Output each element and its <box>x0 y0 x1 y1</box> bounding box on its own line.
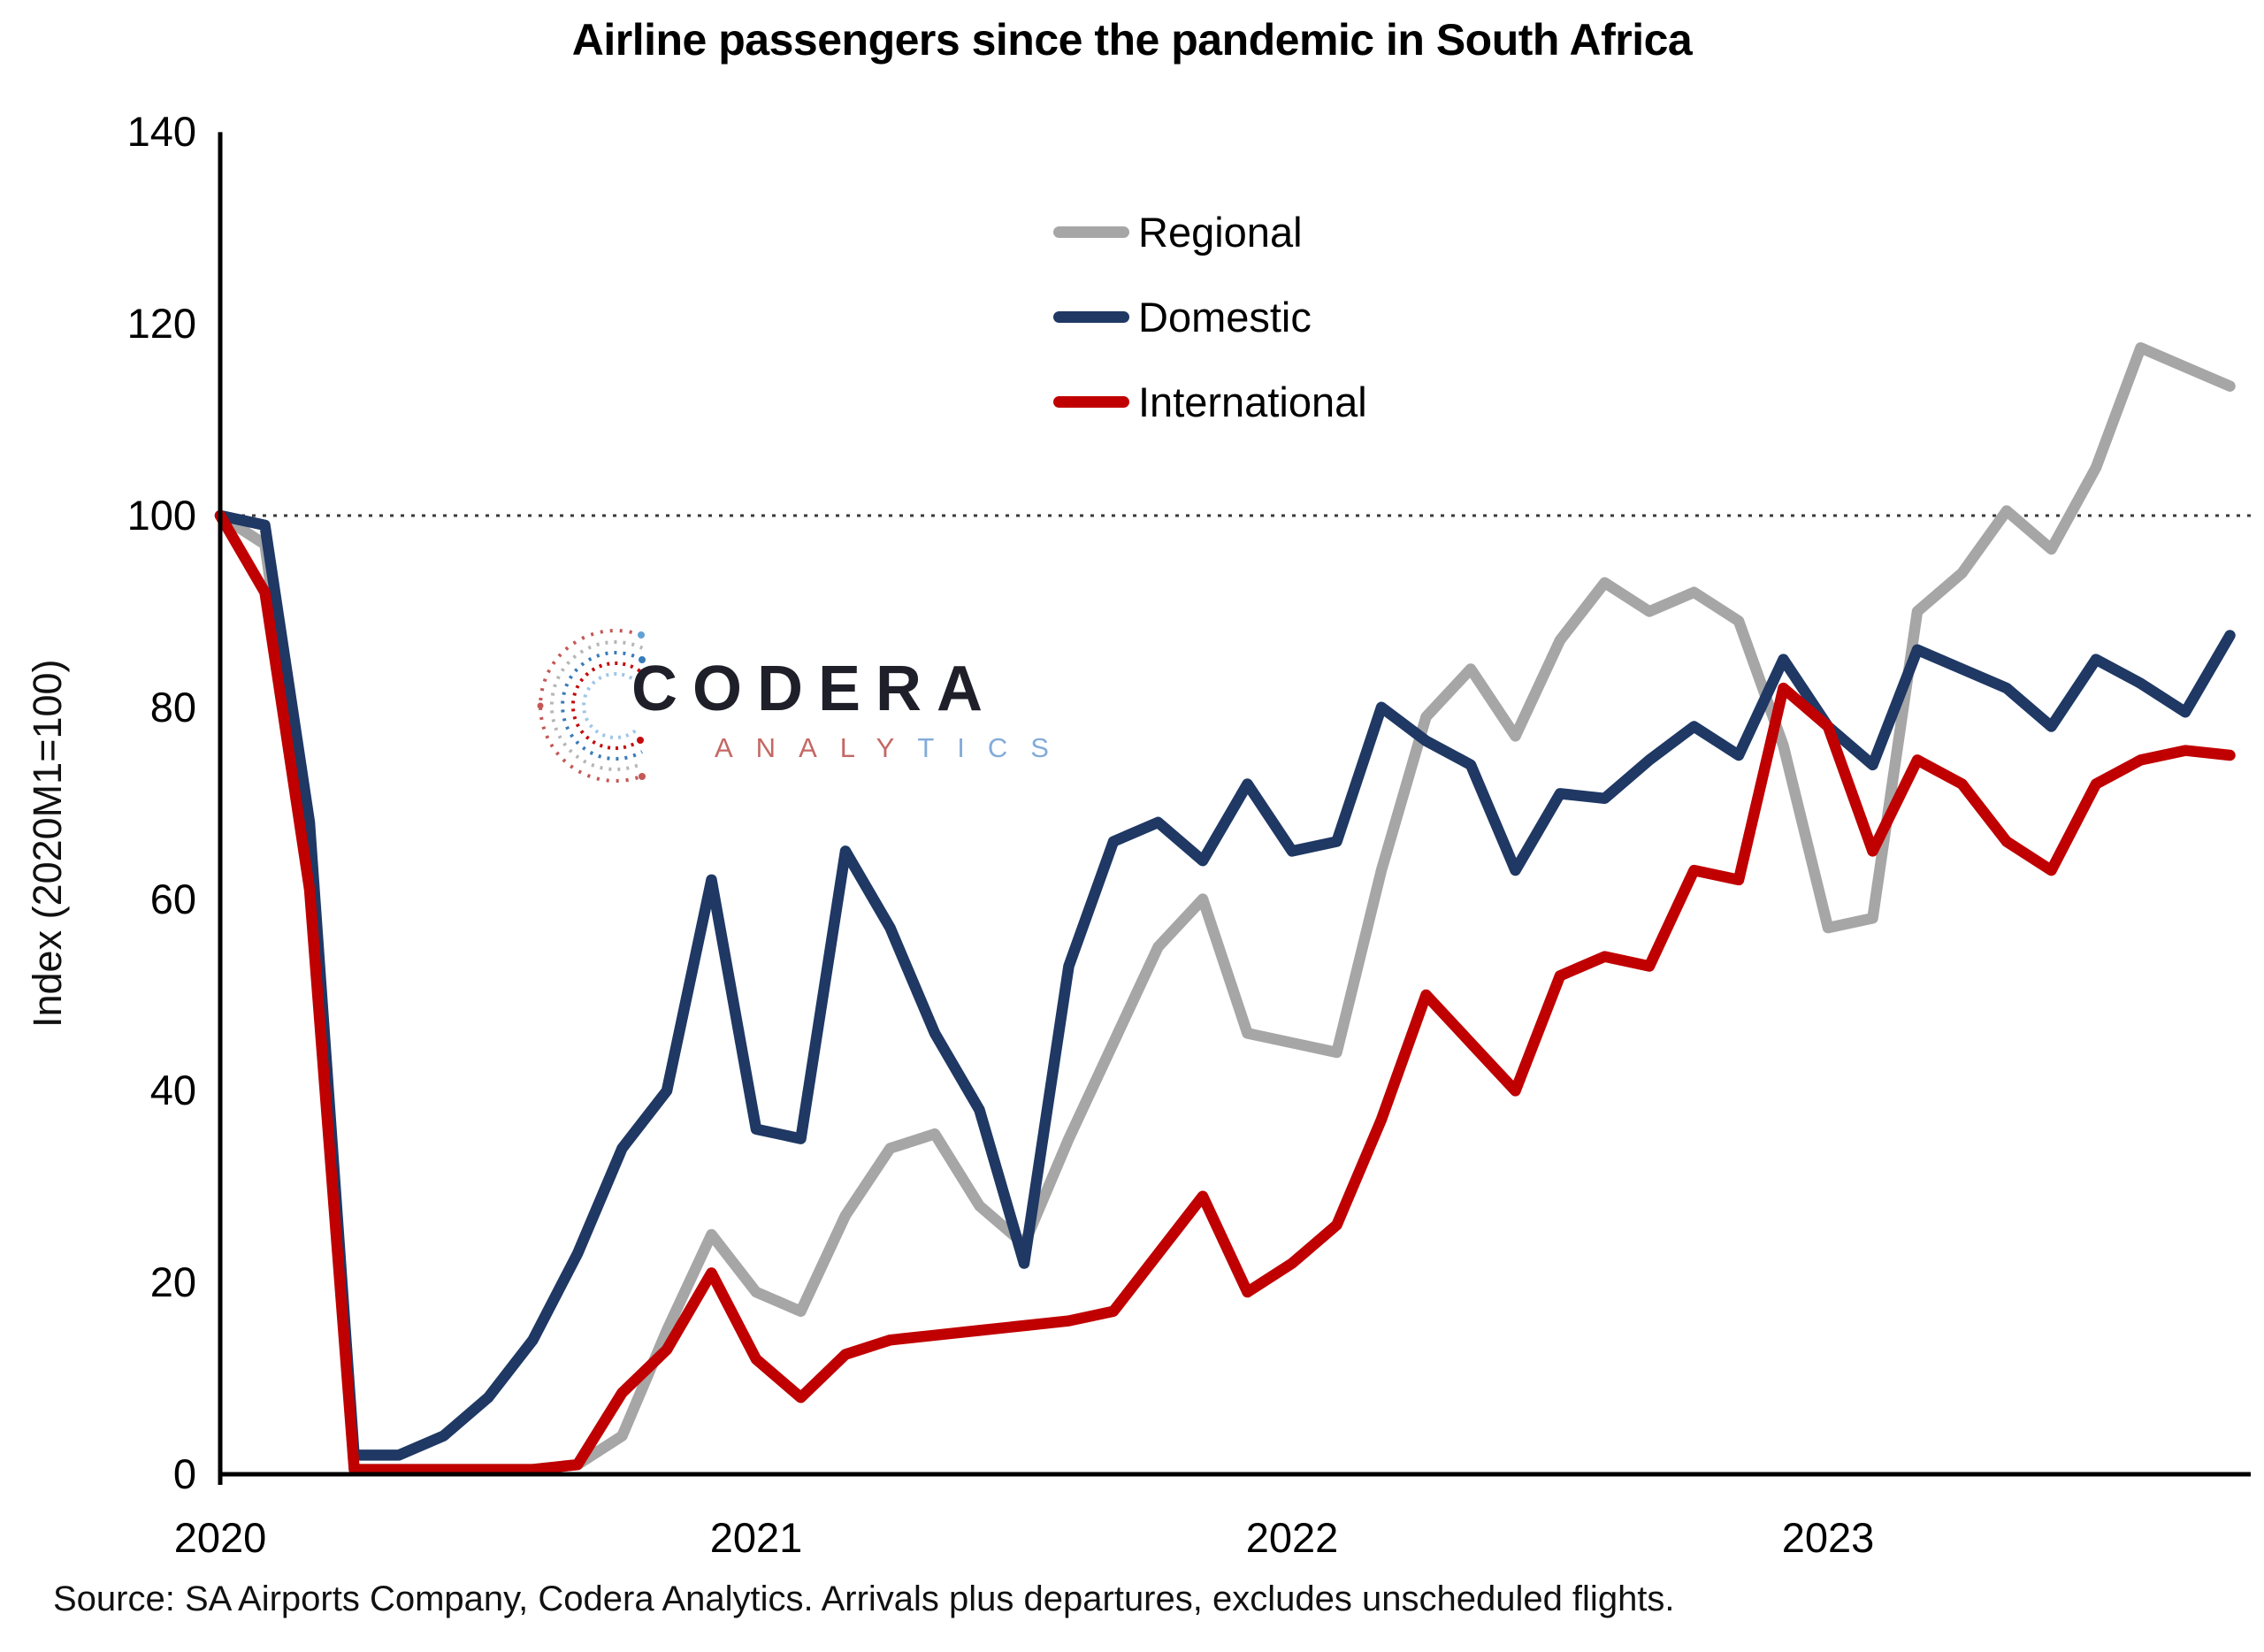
codera-analytics-logo: CODERA ANALYTICS <box>527 617 1049 812</box>
legend-item-international: International <box>1053 378 1367 425</box>
regional-line-swatch-icon <box>1053 226 1129 238</box>
x-tick-label-2022: 2022 <box>1245 1514 1339 1561</box>
series-line-international <box>214 509 2236 1475</box>
y-tick-label-80: 80 <box>149 683 196 730</box>
codera-wordmark: CODERA <box>631 654 998 724</box>
x-tick-label-2021: 2021 <box>709 1514 803 1561</box>
y-tick-label-20: 20 <box>149 1258 196 1306</box>
legend-label-regional: Regional <box>1138 208 1303 256</box>
legend-item-regional: Regional <box>1053 208 1303 256</box>
series-line-domestic <box>214 509 2236 1461</box>
codera-logo-arcs-icon <box>537 629 646 783</box>
domestic-line-swatch-icon <box>1053 310 1129 323</box>
legend-label-domestic: Domestic <box>1138 293 1312 340</box>
chart-title: Airline passengers since the pandemic in… <box>571 15 1693 65</box>
y-tick-label-120: 120 <box>126 300 196 348</box>
x-tick-label-2023: 2023 <box>1781 1514 1875 1561</box>
analytics-wordmark-right: TICS <box>917 732 1072 763</box>
y-tick-label-140: 140 <box>126 108 196 156</box>
y-tick-label-60: 60 <box>149 875 196 922</box>
y-tick-label-100: 100 <box>126 492 196 539</box>
source-note: Source: SA Airports Company, Codera Anal… <box>53 1579 1675 1618</box>
analytics-wordmark-left: ANALY <box>715 732 918 763</box>
x-tick-label-2020: 2020 <box>173 1514 267 1561</box>
international-line-swatch-icon <box>1053 395 1129 408</box>
series-line-regional <box>214 342 2236 1475</box>
y-tick-label-40: 40 <box>149 1067 196 1114</box>
analytics-wordmark: ANALYTICS <box>715 732 1072 764</box>
legend-label-international: International <box>1138 378 1367 425</box>
legend-item-domestic: Domestic <box>1053 294 1312 340</box>
y-tick-label-0: 0 <box>172 1450 196 1497</box>
